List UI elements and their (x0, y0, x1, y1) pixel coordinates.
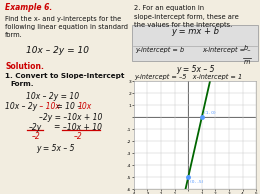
Text: (1, 0): (1, 0) (204, 111, 216, 115)
Text: =: = (54, 123, 60, 132)
Text: b: b (244, 45, 248, 51)
Text: –2y: –2y (28, 123, 42, 132)
Text: m: m (244, 59, 250, 65)
Text: the values for the intercepts.: the values for the intercepts. (134, 22, 232, 28)
Text: 10x: 10x (78, 102, 92, 111)
Text: y-intercept = –5   x-intercept = 1: y-intercept = –5 x-intercept = 1 (134, 74, 242, 80)
Text: x-intercept = –: x-intercept = – (202, 47, 251, 53)
Text: y = 5x – 5: y = 5x – 5 (176, 65, 215, 74)
Text: –2: –2 (31, 132, 40, 140)
Text: y = 5x – 5: y = 5x – 5 (36, 144, 75, 153)
Text: y = mx + b: y = mx + b (172, 27, 220, 36)
Text: –2y = –10x + 10: –2y = –10x + 10 (39, 113, 102, 121)
Text: Solution.: Solution. (5, 62, 44, 71)
Text: Find the x- and y-intercepts for the: Find the x- and y-intercepts for the (5, 16, 121, 23)
Text: –10x + 10: –10x + 10 (63, 123, 102, 132)
Text: Form.: Form. (10, 81, 34, 87)
Text: 1. Convert to Slope-Intercept: 1. Convert to Slope-Intercept (5, 73, 125, 79)
Text: slope-intercept form, these are: slope-intercept form, these are (134, 14, 239, 20)
Text: Example 6.: Example 6. (5, 3, 53, 12)
Text: 10x – 2y = 10: 10x – 2y = 10 (26, 92, 79, 100)
Text: 2. For an equation in: 2. For an equation in (134, 5, 204, 11)
Text: –2: –2 (74, 132, 83, 140)
FancyBboxPatch shape (132, 25, 258, 61)
Text: 10x – 2y: 10x – 2y (5, 102, 37, 111)
Text: (0, -5): (0, -5) (190, 180, 204, 184)
Text: y-intercept = b: y-intercept = b (135, 47, 184, 53)
Text: – 10x: – 10x (37, 102, 60, 111)
Text: form.: form. (5, 32, 23, 38)
Text: 10x – 2y = 10: 10x – 2y = 10 (26, 46, 89, 55)
Text: = 10 –: = 10 – (54, 102, 81, 111)
Text: following linear equation in standard: following linear equation in standard (5, 24, 128, 30)
